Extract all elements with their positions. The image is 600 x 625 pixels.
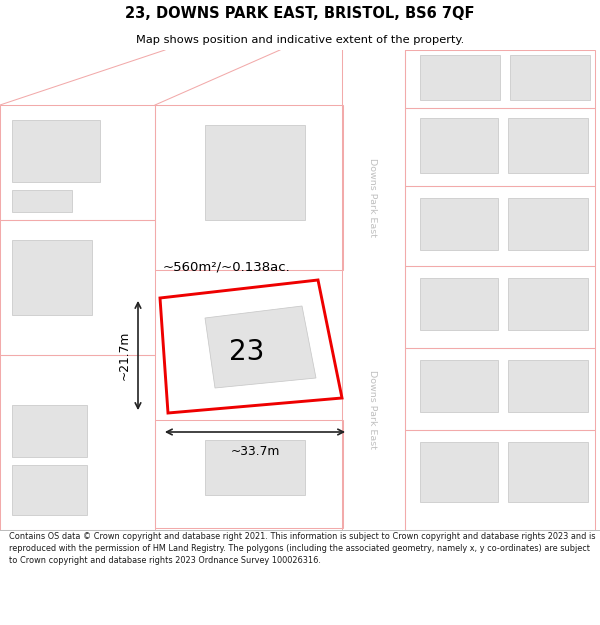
Bar bbox=[12, 465, 87, 515]
Bar bbox=[405, 430, 595, 530]
Text: Map shows position and indicative extent of the property.: Map shows position and indicative extent… bbox=[136, 35, 464, 45]
Bar bbox=[12, 240, 92, 315]
Text: 23: 23 bbox=[229, 338, 265, 366]
Bar bbox=[508, 118, 588, 173]
Bar bbox=[0, 355, 155, 530]
Bar bbox=[508, 278, 588, 330]
Bar bbox=[508, 360, 588, 412]
Text: ~21.7m: ~21.7m bbox=[118, 331, 131, 380]
Text: Downs Park East: Downs Park East bbox=[368, 371, 377, 449]
Bar bbox=[405, 50, 595, 108]
Bar bbox=[405, 266, 595, 348]
Bar bbox=[420, 278, 498, 330]
Bar bbox=[420, 360, 498, 412]
Polygon shape bbox=[205, 306, 316, 388]
Text: ~33.7m: ~33.7m bbox=[230, 445, 280, 458]
Bar bbox=[405, 186, 595, 266]
Text: Downs Park East: Downs Park East bbox=[368, 159, 377, 238]
Bar bbox=[508, 442, 588, 502]
Bar bbox=[420, 55, 500, 100]
Bar bbox=[155, 105, 343, 270]
Bar bbox=[155, 420, 343, 528]
Bar bbox=[12, 405, 87, 457]
Bar bbox=[420, 442, 498, 502]
Text: 23, DOWNS PARK EAST, BRISTOL, BS6 7QF: 23, DOWNS PARK EAST, BRISTOL, BS6 7QF bbox=[125, 6, 475, 21]
Bar bbox=[405, 348, 595, 430]
Bar bbox=[420, 198, 498, 250]
Bar bbox=[12, 120, 100, 182]
Text: ~560m²/~0.138ac.: ~560m²/~0.138ac. bbox=[163, 261, 291, 274]
Bar bbox=[510, 55, 590, 100]
Bar bbox=[405, 108, 595, 186]
Bar bbox=[205, 440, 305, 495]
Bar bbox=[12, 190, 72, 212]
Bar bbox=[205, 125, 305, 220]
Bar bbox=[420, 118, 498, 173]
Bar bbox=[0, 220, 155, 355]
Bar bbox=[508, 198, 588, 250]
Bar bbox=[342, 50, 405, 530]
Text: Contains OS data © Crown copyright and database right 2021. This information is : Contains OS data © Crown copyright and d… bbox=[9, 532, 595, 565]
